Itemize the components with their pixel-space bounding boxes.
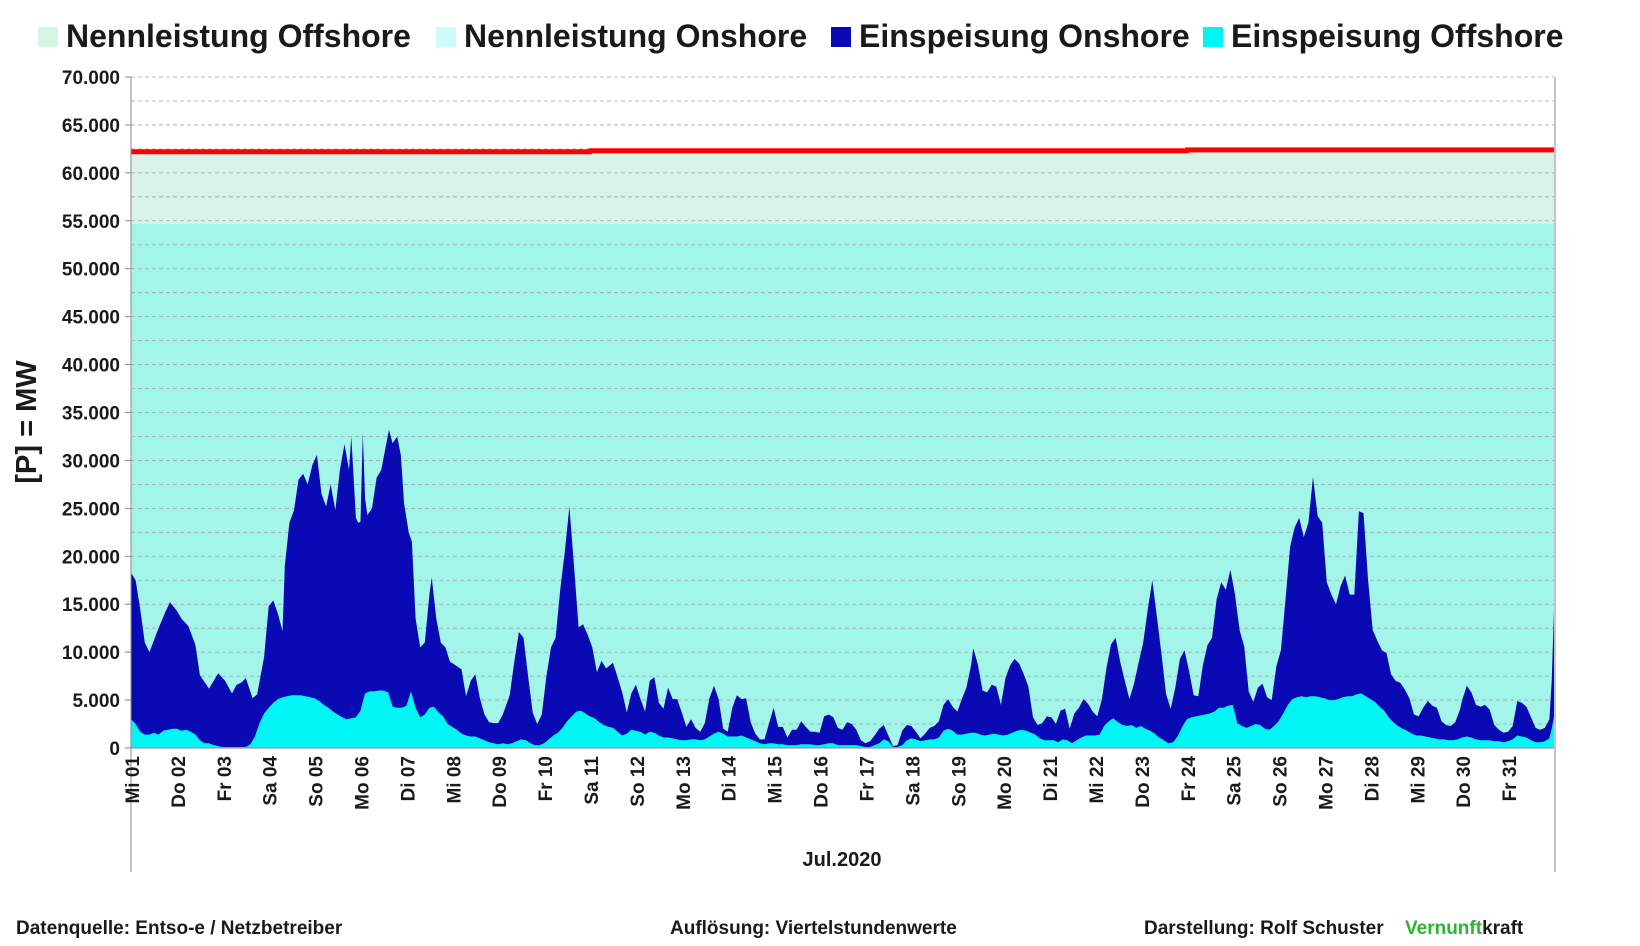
x-tick-label: Di 28: [1362, 756, 1383, 801]
line-total-capacity: [131, 147, 1554, 155]
x-tick-label: So 19: [949, 756, 970, 807]
x-tick-label: Fr 03: [215, 756, 236, 801]
legend-item-einspeisung-onshore: Einspeisung Onshore: [831, 18, 1190, 55]
x-tick-label: Fr 24: [1179, 756, 1200, 802]
y-tick-label: 65.000: [62, 116, 120, 137]
brand-kraft: kraft: [1482, 918, 1524, 939]
legend-label: Einspeisung Offshore: [1231, 18, 1564, 54]
x-tick-label: Do 30: [1454, 756, 1475, 808]
footer-brand: Vernunftkraft: [1405, 918, 1523, 940]
axes: [125, 76, 1556, 872]
x-tick-label: Mi 01: [123, 756, 144, 804]
x-tick-label: So 26: [1271, 756, 1292, 807]
y-tick-label: 25.000: [62, 499, 120, 520]
x-axis-label: Jul.2020: [803, 849, 882, 871]
x-tick-label: Di 07: [398, 756, 419, 801]
y-tick-label: 0: [109, 739, 120, 760]
y-tick-label: 70.000: [62, 68, 120, 89]
x-tick-label: Mi 08: [444, 756, 465, 804]
y-tick-label: 15.000: [62, 595, 120, 616]
x-tick-label: Sa 18: [903, 756, 924, 806]
legend-swatch: [1203, 26, 1223, 47]
x-tick-label: So 12: [628, 756, 649, 807]
y-tick-label: 20.000: [62, 547, 120, 568]
legend-label: Nennleistung Offshore: [66, 18, 411, 54]
y-tick-label: 50.000: [62, 260, 120, 281]
legend-swatch: [38, 26, 58, 47]
y-tick-label: 10.000: [62, 643, 120, 664]
legend: Nennleistung Offshore Nennleistung Onsho…: [0, 18, 1640, 62]
x-tick-label: Mi 15: [766, 756, 787, 804]
x-tick-label: Sa 04: [261, 756, 282, 806]
legend-item-nennleistung-offshore: Nennleistung Offshore: [38, 18, 411, 55]
x-tick-label: Do 16: [812, 756, 833, 808]
y-tick-label: 45.000: [62, 308, 120, 329]
x-tick-label: Fr 10: [536, 756, 557, 801]
y-tick-label: 55.000: [62, 212, 120, 233]
plot-band-offshore-capacity: [131, 151, 1554, 224]
x-tick-label: Sa 25: [1225, 756, 1246, 806]
legend-swatch: [436, 26, 456, 47]
y-tick-label: 60.000: [62, 164, 120, 185]
x-tick-label: Mo 06: [353, 756, 374, 810]
y-axis-label: [P] = MW: [11, 360, 43, 484]
brand-vernunft: Vernunft: [1405, 918, 1483, 939]
legend-swatch: [831, 26, 851, 47]
x-tick-label: Mi 29: [1408, 756, 1429, 804]
area-einspeisung-offshore: [131, 690, 1554, 748]
footer-author: Darstellung: Rolf Schuster: [1144, 918, 1384, 939]
legend-label: Einspeisung Onshore: [859, 18, 1190, 54]
x-tick-labels: Mi 01 Do 02 Fr 03 Sa 04 So 05 Mo 06 Di 07 Mi 08…: [123, 756, 1521, 810]
x-tick-label: Mi 22: [1087, 756, 1108, 804]
y-tick-label: 5.000: [72, 691, 120, 712]
x-tick-label: Di 21: [1041, 756, 1062, 802]
y-tick-labels: 0 5.000 10.000 15.000 20.000 25.000 30.000 35.0…: [62, 68, 120, 760]
x-tick-label: Mo 13: [674, 756, 695, 810]
x-tick-label: Do 02: [169, 756, 190, 808]
footer-resolution: Auflösung: Viertelstundenwerte: [670, 918, 957, 939]
x-tick-label: Do 23: [1133, 756, 1154, 808]
x-tick-label: Sa 11: [582, 756, 603, 805]
x-tick-label: Di 14: [720, 756, 741, 802]
x-tick-label: Mo 20: [995, 756, 1016, 810]
footer-source: Datenquelle: Entso-e / Netzbetreiber: [16, 918, 343, 939]
legend-item-einspeisung-offshore: Einspeisung Offshore: [1203, 18, 1563, 55]
x-tick-label: Fr 31: [1500, 756, 1521, 802]
x-tick-label: So 05: [307, 756, 328, 807]
x-tick-label: Mo 27: [1316, 756, 1337, 810]
legend-label: Nennleistung Onshore: [464, 18, 808, 54]
y-tick-label: 40.000: [62, 356, 120, 377]
x-tick-label: Fr 17: [857, 756, 878, 801]
legend-item-nennleistung-onshore: Nennleistung Onshore: [436, 18, 807, 55]
x-tick-label: Do 09: [490, 756, 511, 808]
y-tick-label: 35.000: [62, 404, 120, 425]
y-tick-label: 30.000: [62, 451, 120, 472]
